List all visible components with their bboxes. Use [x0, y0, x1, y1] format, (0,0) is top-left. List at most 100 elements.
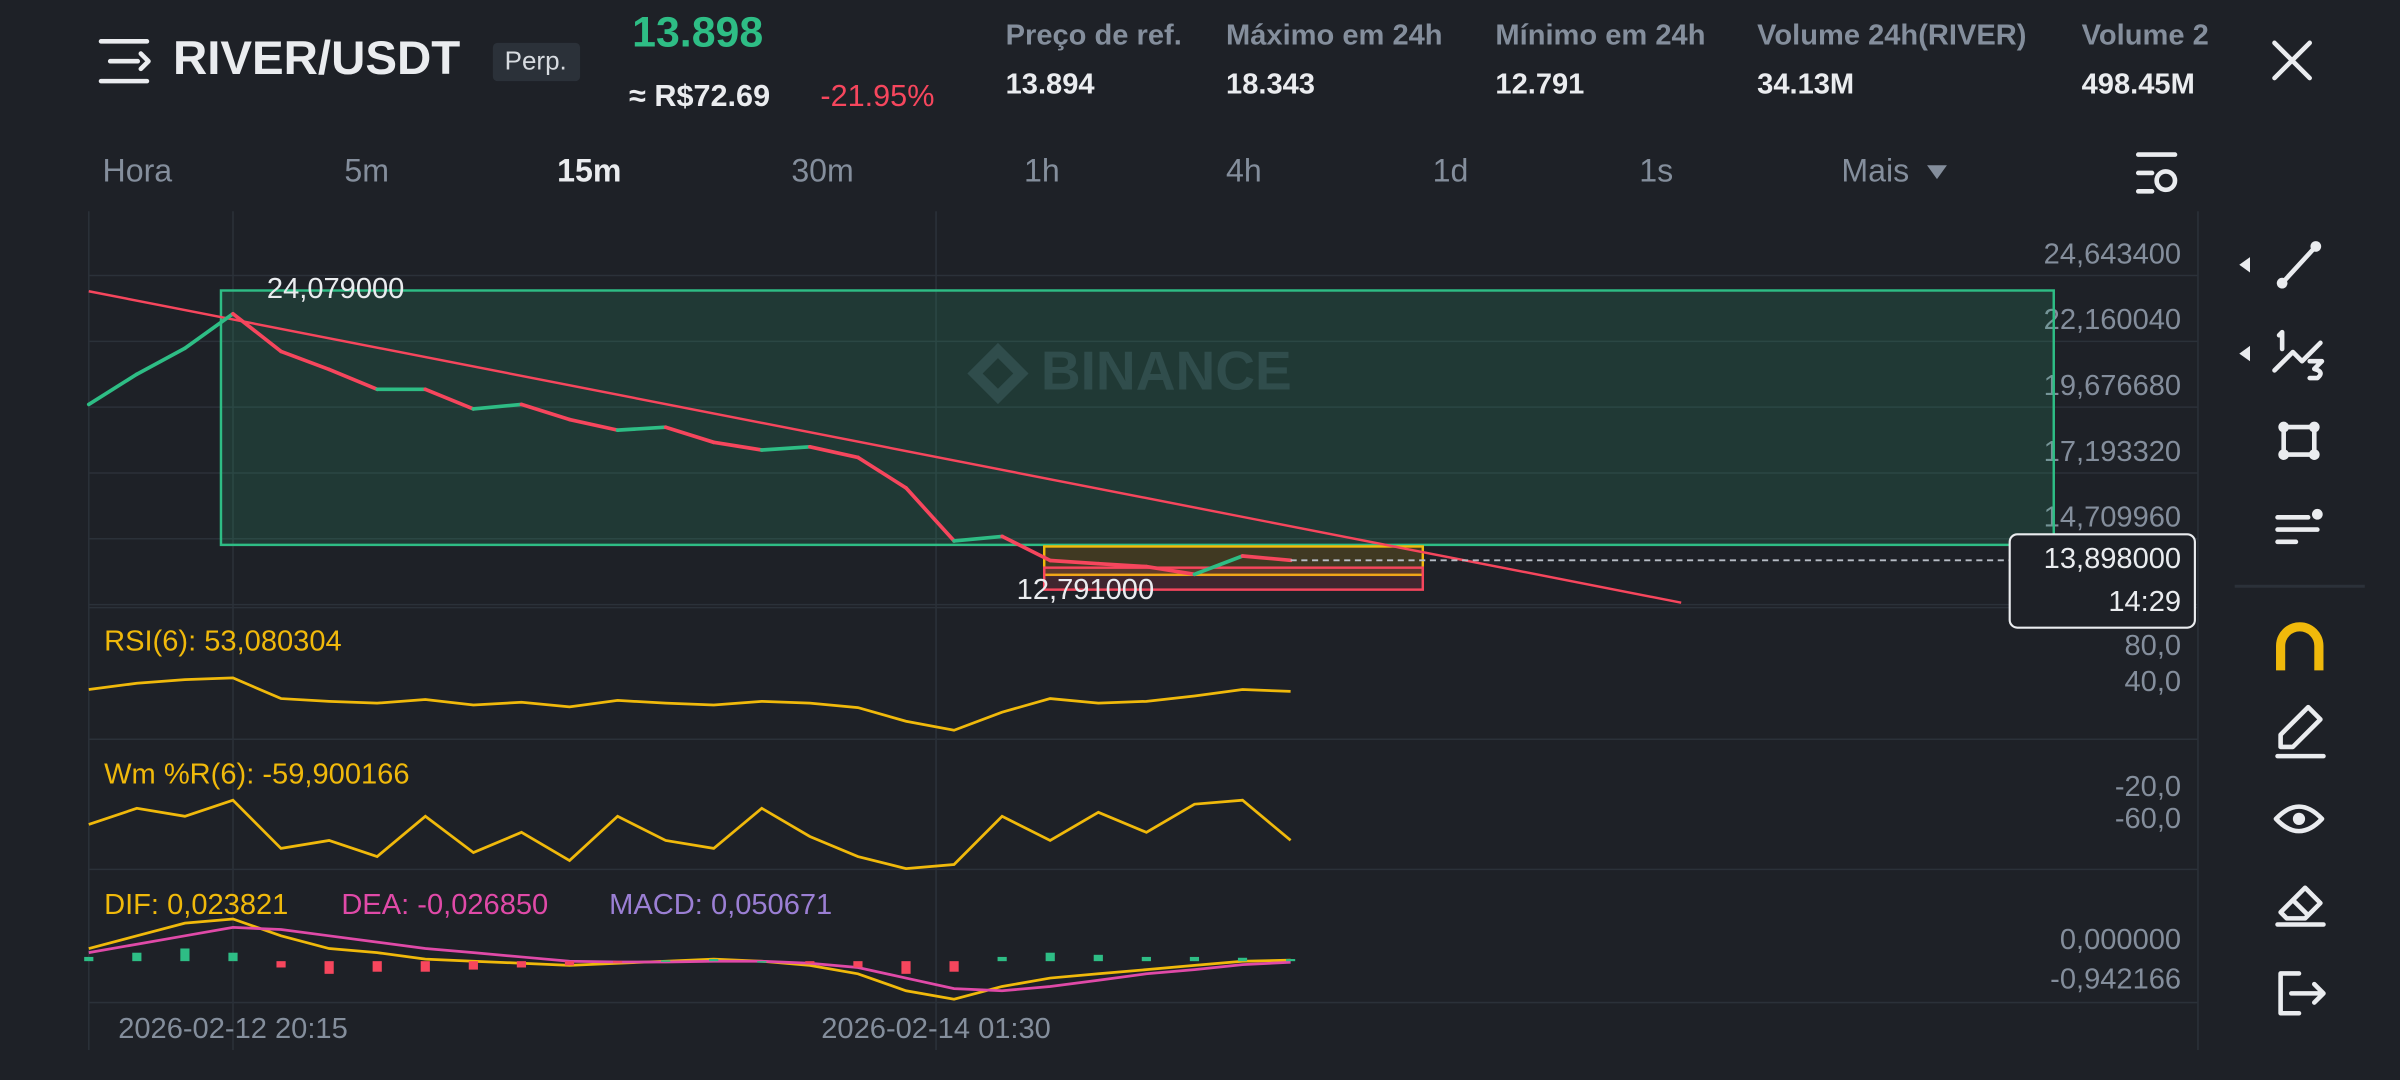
last-price: 13.898	[632, 9, 763, 57]
indicator-line	[88, 676, 1291, 732]
timeframe-tab[interactable]: 30m	[791, 152, 854, 188]
price-segment	[615, 425, 668, 432]
histogram-bar	[757, 961, 767, 963]
histogram-bar	[709, 959, 719, 962]
y-tick-label: -60,0	[2115, 803, 2181, 835]
price-segment	[183, 311, 235, 351]
tool-icon	[2273, 804, 2325, 834]
tool-icon	[2278, 971, 2326, 1016]
price-segment	[1096, 561, 1149, 569]
price-segment	[1000, 534, 1053, 563]
y-tick-label: 14,709960	[2044, 502, 2181, 534]
timeframe-tab[interactable]: Hora	[103, 152, 173, 188]
stat-label: Máximo em 24h	[1226, 19, 1443, 51]
histogram-bar	[1237, 957, 1248, 962]
tool-icon	[2275, 885, 2326, 927]
shape-tool[interactable]	[2278, 421, 2320, 460]
stat-label: Volume 24h(RIVER)	[1757, 19, 2026, 51]
drawing-box	[219, 289, 2055, 547]
histogram-bar	[949, 961, 959, 972]
trend-line	[88, 290, 1682, 604]
timeframe-tab[interactable]: Mais	[1841, 152, 1909, 188]
fibonacci-tool[interactable]	[2272, 329, 2325, 381]
histogram-bar	[420, 961, 430, 972]
badge: Perp.	[505, 46, 567, 76]
indicator-line	[88, 798, 1292, 871]
tool-icon	[2278, 421, 2290, 433]
tool-icon	[2275, 515, 2320, 545]
drawing-box	[1042, 566, 1425, 591]
y-tick-label: -20,0	[2115, 771, 2181, 803]
histogram-bar	[180, 948, 190, 962]
trend-line-tool[interactable]	[2276, 241, 2322, 289]
menu-button[interactable]	[98, 39, 151, 84]
tool-icon	[2292, 812, 2306, 825]
price-segment	[519, 402, 572, 422]
timeframe-tab[interactable]: 1d	[1433, 152, 1469, 188]
price-segment	[808, 444, 860, 460]
fiat-price: ≈ R$72.69	[629, 79, 770, 113]
legend-entry: DIF: 0,023821	[104, 889, 288, 921]
text-tool[interactable]	[2275, 508, 2323, 545]
drawing-toolbar	[2234, 241, 2365, 1016]
histogram-bar	[516, 961, 527, 968]
price-segment	[711, 440, 764, 452]
histogram-bar	[1189, 956, 1200, 962]
price-segment	[1048, 558, 1101, 566]
histogram-bar	[1141, 956, 1151, 962]
tool-icon	[2281, 424, 2317, 457]
indicator-line	[88, 917, 1291, 1001]
y-tick-label: 24,643400	[2044, 238, 2181, 270]
y-tick-label: 17,193320	[2044, 436, 2181, 468]
price-segment	[135, 346, 187, 377]
y-tick-label: -0,942166	[2050, 964, 2181, 996]
timeframe-tab[interactable]: 1h	[1024, 152, 1060, 188]
price-segment	[904, 486, 956, 543]
dropdown-arrow	[1927, 165, 1947, 180]
indicator-title: Wm %R(6): -59,900166	[104, 759, 409, 791]
eraser-tool[interactable]	[2275, 885, 2326, 927]
timeframe-tab[interactable]: 1s	[1639, 152, 1673, 188]
price-segment	[1144, 564, 1197, 577]
histogram-bar	[276, 961, 286, 968]
histogram-bar	[132, 952, 142, 962]
magnet-tool[interactable]	[2276, 622, 2324, 671]
exit-tool[interactable]	[2278, 971, 2326, 1016]
histogram-bar	[805, 961, 815, 964]
pen-tool[interactable]	[2275, 704, 2326, 759]
timeframe-tabs: Hora 5m 15m 30m 1h 4h 1d 1s Mais	[103, 152, 1910, 188]
histogram-bar	[1093, 954, 1103, 962]
timeframe-tab[interactable]: 4h	[1226, 152, 1262, 188]
tool-icon	[2276, 277, 2288, 289]
price-segment	[327, 367, 380, 392]
stat-value: 498.45M	[2082, 68, 2195, 100]
chart-settings-button[interactable]	[2135, 152, 2178, 194]
legend-entry: DEA: -0,026850	[341, 889, 548, 921]
pair-title[interactable]: RIVER/USDT	[173, 32, 460, 85]
y-tick-label: 40,0	[2125, 666, 2182, 698]
indicator-line	[88, 926, 1291, 993]
tool-icon	[2276, 622, 2324, 671]
price-segment	[952, 534, 1004, 543]
current-price-box	[2008, 533, 2196, 629]
stat-value: 18.343	[1226, 68, 1315, 100]
histogram-bar	[564, 961, 575, 966]
histogram-bar	[228, 952, 238, 962]
x-tick-label: 2026-02-14 01:30	[821, 1013, 1051, 1045]
drawing-label: 24,079000	[267, 273, 404, 305]
visibility-tool[interactable]	[2273, 804, 2325, 834]
price-segment	[759, 444, 812, 452]
histogram-bar	[1285, 959, 1296, 962]
menu-icon	[98, 39, 151, 84]
tool-icon	[2311, 508, 2323, 520]
stat-label: Preço de ref.	[1006, 19, 1182, 51]
stat-label: Mínimo em 24h	[1495, 19, 1705, 51]
close-button[interactable]	[2272, 40, 2312, 81]
timeframe-tab[interactable]: 15m	[557, 152, 621, 188]
timeframe-tab[interactable]: 5m	[344, 152, 389, 188]
price-segment	[1240, 554, 1293, 563]
expand-arrow	[2239, 345, 2250, 362]
close-icon	[2272, 40, 2312, 81]
stat-value: 34.13M	[1757, 68, 1854, 100]
